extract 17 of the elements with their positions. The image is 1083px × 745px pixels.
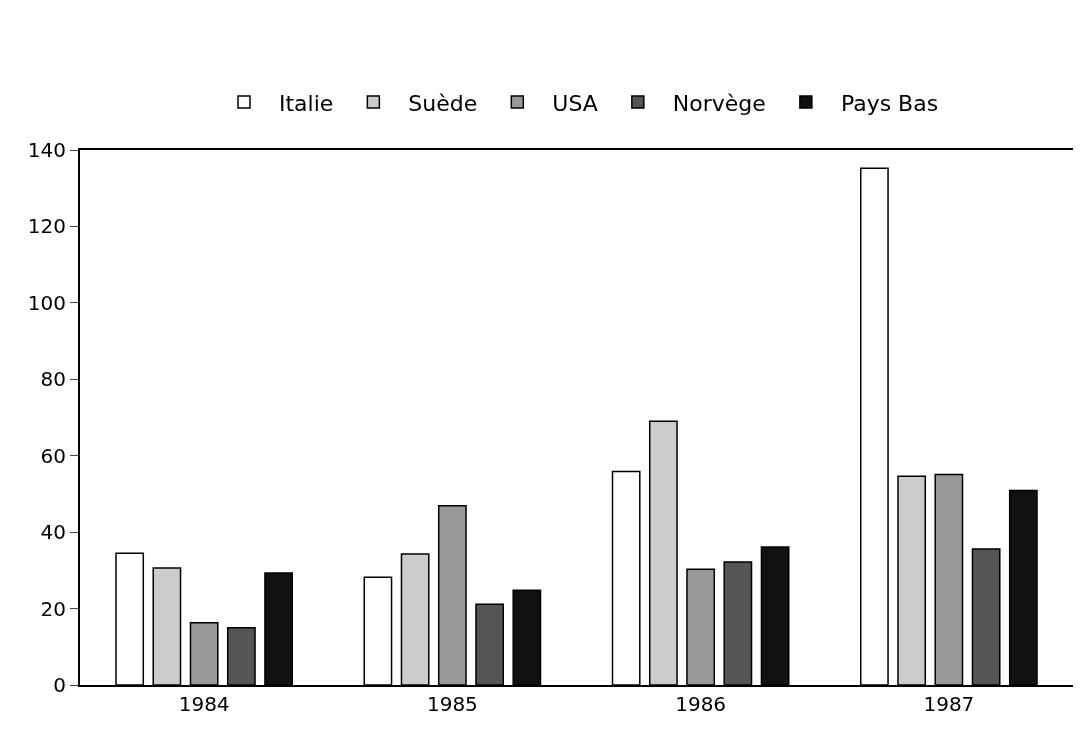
- y-tick-label: 60: [40, 443, 66, 468]
- legend-label: Norvège: [672, 90, 766, 116]
- y-tick-label: 140: [27, 138, 66, 162]
- legend-label: Italie: [279, 90, 334, 116]
- y-tick-label: 20: [40, 596, 66, 621]
- legend-label: Suède: [408, 90, 478, 116]
- x-tick-label: 1986: [675, 692, 727, 716]
- x-tick-label: 1985: [426, 692, 478, 716]
- y-tick-label: 40: [40, 520, 66, 545]
- legend-label: USA: [552, 90, 598, 116]
- y-tick-label: 120: [27, 214, 66, 239]
- y-tick-label: 0: [53, 673, 66, 697]
- x-tick-label: 1984: [178, 692, 230, 716]
- y-tick-label: 100: [27, 290, 66, 315]
- x-tick-label: 1987: [923, 692, 975, 716]
- legend-label: Pays Bas: [840, 90, 939, 116]
- y-tick-label: 80: [40, 367, 66, 392]
